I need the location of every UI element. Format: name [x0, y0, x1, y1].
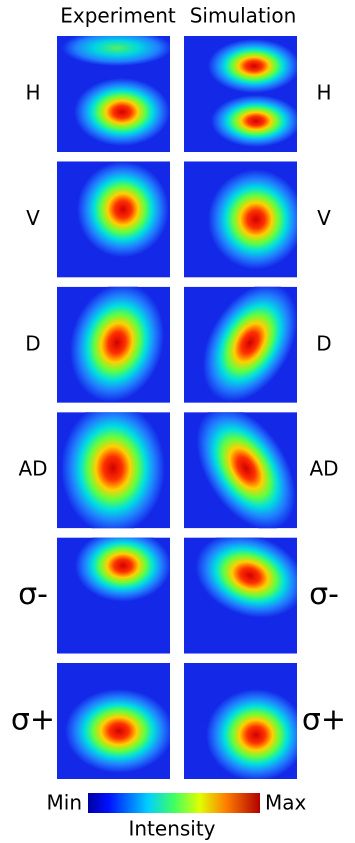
- row-label: V: [26, 206, 40, 230]
- colorbar-max: Max: [265, 791, 307, 815]
- heatmap: [183, 267, 316, 418]
- row-label: D: [25, 331, 40, 355]
- heatmap: [57, 273, 177, 413]
- colorbar-min: Min: [47, 791, 83, 815]
- intensity-blob: [206, 689, 306, 781]
- intensity-blob: [65, 689, 173, 773]
- heatmap: [184, 519, 317, 654]
- column-header: Experiment: [60, 4, 176, 28]
- colorbar: [88, 793, 260, 813]
- row-label: H: [25, 81, 40, 105]
- row-label: H: [316, 81, 331, 105]
- row-label: AD: [309, 457, 338, 481]
- row-label: V: [317, 206, 331, 230]
- row-label: σ+: [302, 703, 346, 738]
- heatmap: [57, 663, 173, 779]
- heatmap: [176, 389, 316, 547]
- row-label: D: [316, 331, 331, 355]
- intensity-blob: [77, 161, 169, 257]
- intensity-blob: [211, 95, 301, 147]
- row-label: σ+: [11, 703, 55, 738]
- heatmap: [57, 530, 171, 654]
- row-label: σ-: [18, 577, 48, 612]
- heatmap: [57, 30, 172, 152]
- intensity-blob: [208, 169, 304, 269]
- heatmap: [184, 36, 301, 152]
- intensity-blob: [208, 39, 300, 93]
- heatmap: [57, 161, 170, 277]
- figure: Experiment Simulation H H V V D D AD AD σ-σ-σ+ σ+…: [0, 0, 355, 843]
- heatmap: [184, 161, 304, 277]
- column-header: Simulation: [190, 4, 297, 28]
- row-label: AD: [18, 457, 47, 481]
- intensity-blob: [75, 530, 171, 602]
- heatmap: [184, 663, 306, 781]
- intensity-blob: [62, 30, 172, 66]
- rows: H H V V D D AD AD σ-σ-σ+ σ+: [11, 30, 346, 781]
- intensity-blob: [61, 402, 165, 534]
- row-label: σ-: [309, 577, 339, 612]
- intensity-blob: [74, 78, 170, 146]
- heatmap: [57, 402, 170, 534]
- colorbar-label: Intensity: [128, 817, 215, 841]
